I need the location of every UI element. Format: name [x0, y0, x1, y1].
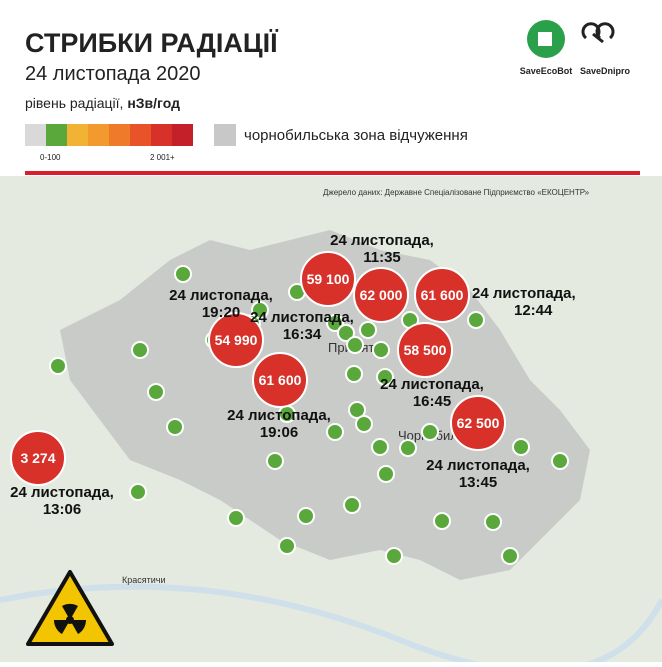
scale-segment [25, 124, 46, 146]
scale-segment [88, 124, 109, 146]
trefoil [53, 603, 87, 634]
zone-swatch [214, 124, 236, 146]
station [355, 415, 373, 433]
unit: нЗв/год [127, 95, 180, 111]
spike-date: 24 листопада, [380, 376, 484, 393]
scale-segment [130, 124, 151, 146]
zone-label: чорнобильська зона відчуження [244, 127, 468, 144]
station [348, 401, 366, 419]
legend-min: 0-100 [40, 153, 61, 162]
spike-marker [10, 430, 66, 486]
station [484, 513, 502, 531]
station [166, 418, 184, 436]
station [131, 341, 149, 359]
logo: SaveDnipro [580, 66, 631, 76]
station [377, 465, 395, 483]
logo: SaveEcoBot [520, 66, 573, 76]
place-label: Красятичи [122, 575, 166, 585]
spike-date: 24 листопада, [169, 287, 273, 304]
river [0, 583, 662, 667]
station [551, 452, 569, 470]
station [297, 507, 315, 525]
station [399, 439, 417, 457]
station [371, 438, 389, 456]
title: СТРИБКИ РАДІАЦІЇ [25, 28, 279, 58]
spike-time: 13:45 [459, 474, 497, 491]
spike-time: 11:35 [363, 249, 401, 266]
source: Джерело даних: Державне Спеціалізоване П… [323, 188, 590, 197]
spike-date: 24 листопада, [227, 407, 331, 424]
spike-marker [414, 267, 470, 323]
spike-value: 58 500 [404, 342, 447, 358]
legend-max: 2 001+ [150, 153, 175, 162]
spike-time: 16:45 [413, 393, 451, 410]
spike-marker [208, 312, 264, 368]
spike-time: 12:44 [514, 302, 553, 319]
radiation-sign [26, 570, 114, 646]
spike-marker [397, 322, 453, 378]
station [512, 438, 530, 456]
station [227, 509, 245, 527]
station [129, 483, 147, 501]
spike-value: 62 500 [457, 415, 500, 431]
spike-value: 61 600 [259, 372, 302, 388]
spike-time: 19:20 [202, 304, 240, 321]
unit-prefix: рівень радіації, [25, 95, 127, 111]
spike-date: 24 листопада, [250, 309, 354, 326]
spike-value: 62 000 [360, 287, 403, 303]
station [467, 311, 485, 329]
scale-segment [151, 124, 172, 146]
station [337, 324, 355, 342]
scale-segment [46, 124, 67, 146]
spike-marker [353, 267, 409, 323]
ecobot-glyph [538, 32, 552, 46]
station [346, 336, 364, 354]
spike-date: 24 листопада, [426, 457, 530, 474]
scale-segment [67, 124, 88, 146]
spike-date: 24 листопада, [10, 484, 114, 501]
dnipro-icon [581, 22, 615, 44]
scale-segment [172, 124, 193, 146]
station [433, 512, 451, 530]
spike-value: 61 600 [421, 287, 464, 303]
divider [25, 171, 640, 175]
spike-time: 16:34 [283, 326, 322, 343]
spike-time: 19:06 [260, 424, 298, 441]
station [174, 265, 192, 283]
station [345, 365, 363, 383]
spike-marker [450, 395, 506, 451]
station [372, 341, 390, 359]
spike-value: 54 990 [215, 332, 258, 348]
spike-marker [252, 352, 308, 408]
station [385, 547, 403, 565]
station [326, 423, 344, 441]
station [326, 314, 344, 332]
station [501, 547, 519, 565]
spike-time: 13:06 [43, 501, 81, 518]
station [343, 496, 361, 514]
station [147, 383, 165, 401]
spike-value: 59 100 [307, 271, 350, 287]
spike-value: 3 274 [20, 450, 55, 466]
subtitle: 24 листопада 2020 [25, 63, 201, 85]
spike-date: 24 листопада, [472, 285, 576, 302]
unit-label: рівень радіації, нЗв/год [25, 95, 180, 111]
station [49, 357, 67, 375]
spike-date: 24 листопада, [330, 232, 434, 249]
spike-marker [300, 251, 356, 307]
legend-scale [25, 124, 193, 146]
station [421, 423, 439, 441]
station [266, 452, 284, 470]
station [376, 368, 394, 386]
scale-segment [109, 124, 130, 146]
station [251, 301, 269, 319]
station [359, 321, 377, 339]
station [278, 537, 296, 555]
